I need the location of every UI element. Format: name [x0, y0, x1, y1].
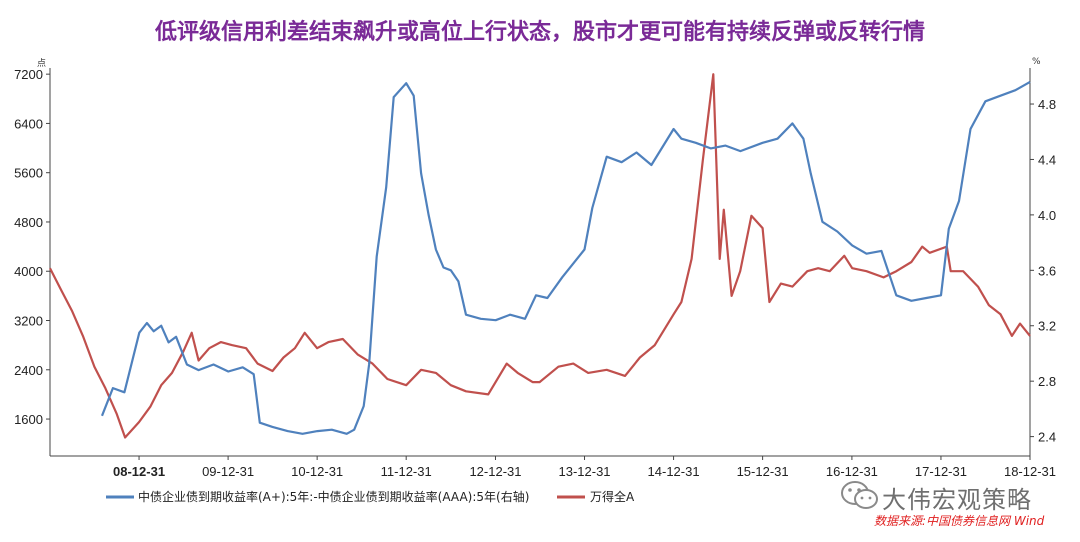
chart-title: 低评级信用利差结束飙升或高位上行状态，股市才更可能有持续反弹或反转行情 [154, 20, 925, 45]
x-tick-label: 11-12-31 [381, 464, 432, 479]
right-tick-label: 4.0 [1038, 208, 1056, 223]
series-line-credit-spread [100, 80, 1031, 435]
series-line-wind-all-a [49, 73, 1031, 439]
series-layer [49, 73, 1031, 439]
right-tick-label: 2.4 [1038, 430, 1056, 445]
x-tick-label: 08-12-31 [113, 464, 165, 479]
right-tick-label: 3.2 [1038, 319, 1056, 334]
x-tick-label: 13-12-31 [558, 464, 610, 479]
left-axis-unit: 点 [37, 58, 46, 69]
watermark-name: 大伟宏观策略 [882, 486, 1032, 514]
left-tick-label: 3200 [14, 314, 43, 329]
x-tick-label: 12-12-31 [469, 464, 521, 479]
x-tick-label: 15-12-31 [737, 464, 789, 479]
legend-label-index: 万得全A [590, 489, 635, 504]
right-tick-label: 4.4 [1038, 152, 1056, 167]
right-tick-label: 4.8 [1038, 97, 1056, 112]
x-tick-label: 16-12-31 [826, 464, 878, 479]
left-tick-label: 2400 [14, 363, 43, 378]
x-tick-label: 18-12-31 [1004, 464, 1056, 479]
left-tick-label: 7200 [14, 67, 43, 82]
x-tick-label: 14-12-31 [648, 464, 700, 479]
legend: 中债企业债到期收益率(A+):5年:-中债企业债到期收益率(AAA):5年(右轴… [106, 489, 635, 504]
left-tick-label: 6400 [14, 116, 43, 131]
x-tick-label: 10-12-31 [291, 464, 343, 479]
left-tick-label: 4000 [14, 264, 43, 279]
x-tick-label: 09-12-31 [202, 464, 254, 479]
x-tick-label: 17-12-31 [915, 464, 967, 479]
left-tick-label: 1600 [14, 412, 43, 427]
data-source-note: 数据来源:中国债券信息网 Wind [874, 514, 1045, 528]
right-axis-unit: % [1032, 57, 1041, 67]
right-tick-label: 3.6 [1038, 263, 1056, 278]
right-tick-label: 2.8 [1038, 374, 1056, 389]
left-tick-label: 4800 [14, 215, 43, 230]
wechat-icon [841, 481, 878, 509]
watermark: 大伟宏观策略 数据来源:中国债券信息网 Wind [836, 478, 1076, 536]
left-tick-label: 5600 [14, 166, 43, 181]
legend-label-spread: 中债企业债到期收益率(A+):5年:-中债企业债到期收益率(AAA):5年(右轴… [138, 489, 529, 504]
